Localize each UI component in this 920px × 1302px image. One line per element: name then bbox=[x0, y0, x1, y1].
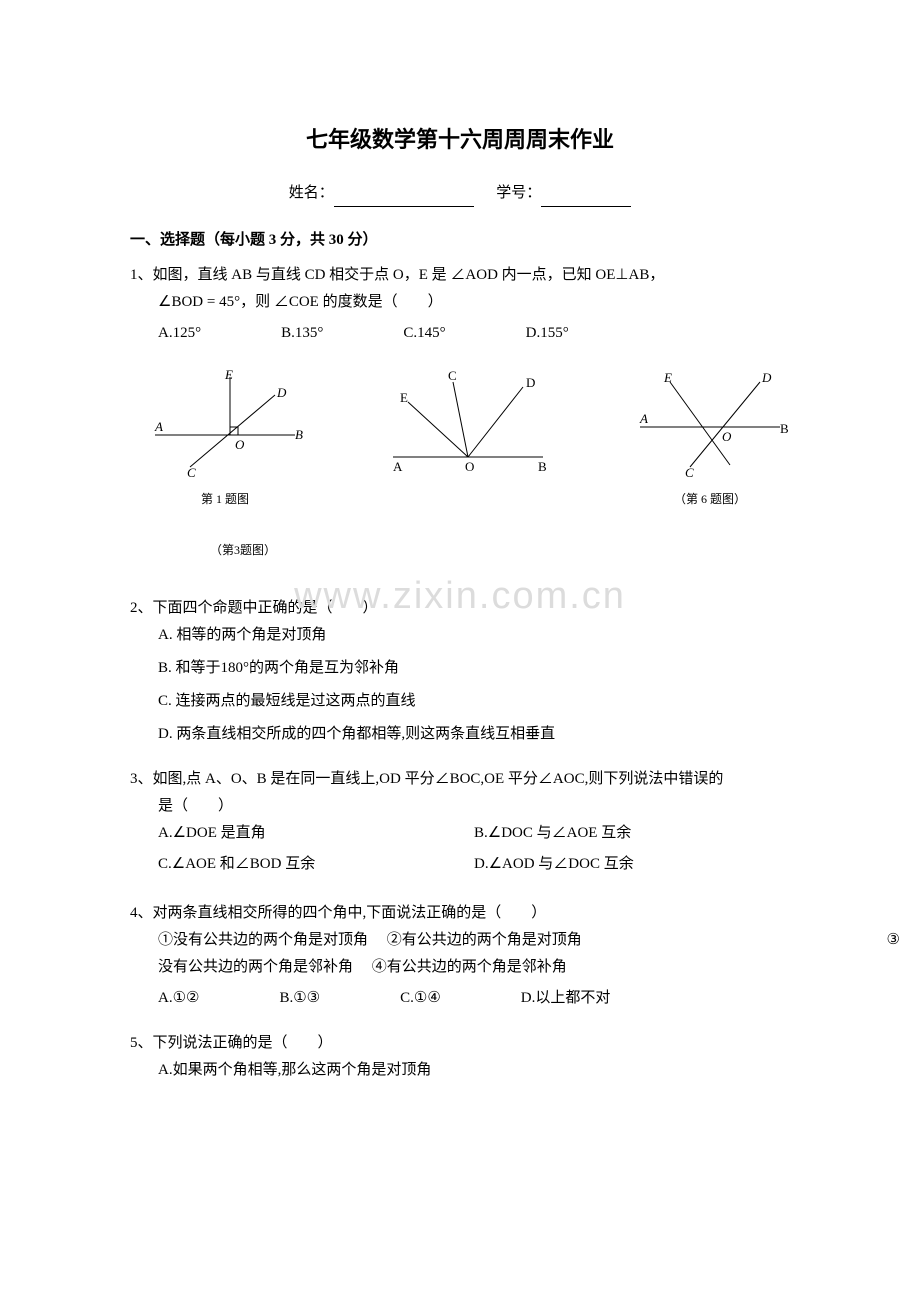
q3-choice-d: D.∠AOD 与∠DOC 互余 bbox=[474, 851, 790, 878]
q1-choice-a: A.125° bbox=[158, 320, 201, 347]
id-blank[interactable] bbox=[541, 206, 631, 207]
q3-choice-a: A.∠DOE 是直角 bbox=[158, 820, 474, 847]
svg-text:B: B bbox=[295, 427, 303, 442]
q3-line1: 3、如图,点 A、O、B 是在同一直线上,OD 平分∠BOC,OE 平分∠AOC… bbox=[130, 766, 790, 793]
q5-choice-a: A.如果两个角相等,那么这两个角是对顶角 bbox=[130, 1057, 790, 1084]
q3-choices: A.∠DOE 是直角 B.∠DOC 与∠AOE 互余 C.∠AOE 和∠BOD … bbox=[130, 820, 790, 882]
q5-line1: 5、下列说法正确的是（ ） bbox=[130, 1030, 790, 1057]
q1-choice-c: C.145° bbox=[403, 320, 445, 347]
svg-text:O: O bbox=[465, 459, 474, 474]
svg-text:C: C bbox=[187, 465, 196, 477]
q4-statements-2: 没有公共边的两个角是邻补角 ④有公共边的两个角是邻补角 bbox=[130, 954, 790, 981]
q4-choice-c: C.①④ bbox=[400, 985, 441, 1012]
figure-1-caption: 第 1 题图 bbox=[145, 489, 305, 511]
svg-text:O: O bbox=[235, 437, 245, 452]
svg-text:E: E bbox=[224, 367, 233, 382]
svg-text:A: A bbox=[639, 411, 648, 426]
q1-choices: A.125° B.135° C.145° D.155° bbox=[130, 320, 790, 347]
q1-choice-d: D.155° bbox=[526, 320, 569, 347]
question-3: 3、如图,点 A、O、B 是在同一直线上,OD 平分∠BOC,OE 平分∠AOC… bbox=[130, 766, 790, 882]
q4-s4: ④有公共边的两个角是邻补角 bbox=[372, 959, 567, 975]
q4-choice-d: D.以上都不对 bbox=[521, 985, 611, 1012]
figure-3-caption: （第3题图） bbox=[130, 540, 790, 562]
figure-1: A B C D E O 第 1 题图 bbox=[145, 367, 305, 511]
q4-choice-b: B.①③ bbox=[279, 985, 320, 1012]
page-title: 七年级数学第十六周周周末作业 bbox=[130, 120, 790, 160]
svg-text:E: E bbox=[663, 370, 672, 385]
q2-options: A. 相等的两个角是对顶角 B. 和等于180°的两个角是互为邻补角 C. 连接… bbox=[130, 622, 790, 748]
q3-choice-b: B.∠DOC 与∠AOE 互余 bbox=[474, 820, 790, 847]
figure-6-caption: （第 6 题图） bbox=[630, 489, 790, 511]
figure-3-svg: A B C D E O bbox=[378, 367, 558, 477]
q2-choice-d: D. 两条直线相交所成的四个角都相等,则这两条直线互相垂直 bbox=[130, 721, 790, 748]
svg-text:E: E bbox=[400, 390, 408, 405]
name-id-line: 姓名： 学号： bbox=[130, 180, 790, 207]
question-1: 1、如图，直线 AB 与直线 CD 相交于点 O，E 是 ∠AOD 内一点，已知… bbox=[130, 262, 790, 347]
svg-text:C: C bbox=[448, 368, 457, 383]
section-1-header: 一、选择题（每小题 3 分，共 30 分） bbox=[130, 227, 790, 254]
id-label: 学号： bbox=[496, 185, 541, 201]
q2-choice-a: A. 相等的两个角是对顶角 bbox=[130, 622, 790, 649]
q1-line2: ∠BOD = 45°，则 ∠COE 的度数是（ ） bbox=[130, 289, 790, 316]
question-2: 2、下面四个命题中正确的是（ ） A. 相等的两个角是对顶角 B. 和等于180… bbox=[130, 595, 790, 748]
q4-s1: ①没有公共边的两个角是对顶角 bbox=[158, 932, 368, 948]
question-5: 5、下列说法正确的是（ ） A.如果两个角相等,那么这两个角是对顶角 bbox=[130, 1030, 790, 1084]
svg-text:A: A bbox=[154, 419, 163, 434]
q2-choice-c: C. 连接两点的最短线是过这两点的直线 bbox=[130, 688, 790, 715]
svg-text:B: B bbox=[538, 459, 547, 474]
q4-line1: 4、对两条直线相交所得的四个角中,下面说法正确的是（ ） bbox=[130, 900, 790, 927]
q4-choices: A.①② B.①③ C.①④ D.以上都不对 bbox=[130, 985, 790, 1012]
q2-line1: 2、下面四个命题中正确的是（ ） bbox=[130, 595, 790, 622]
svg-text:D: D bbox=[761, 370, 772, 385]
q2-choice-b: B. 和等于180°的两个角是互为邻补角 bbox=[130, 655, 790, 682]
name-label: 姓名： bbox=[289, 185, 334, 201]
svg-text:A: A bbox=[393, 459, 403, 474]
svg-text:D: D bbox=[276, 385, 287, 400]
figure-3: A B C D E O bbox=[378, 367, 558, 511]
q3-line2: 是（ ） bbox=[130, 793, 790, 820]
q4-s3b: 没有公共边的两个角是邻补角 bbox=[158, 959, 353, 975]
svg-text:O: O bbox=[722, 429, 732, 444]
figure-6-svg: A B C D E O bbox=[630, 367, 790, 477]
name-blank[interactable] bbox=[334, 206, 474, 207]
svg-text:D: D bbox=[526, 375, 535, 390]
q4-statements-1: ①没有公共边的两个角是对顶角 ②有公共边的两个角是对顶角 ③ bbox=[130, 927, 790, 954]
q3-choice-c: C.∠AOE 和∠BOD 互余 bbox=[158, 851, 474, 878]
figures-row: A B C D E O 第 1 题图 A B C D E O A bbox=[145, 367, 790, 511]
q4-choice-a: A.①② bbox=[158, 985, 199, 1012]
svg-text:B: B bbox=[780, 421, 789, 436]
q4-s3-num: ③ bbox=[887, 927, 900, 954]
figure-1-svg: A B C D E O bbox=[145, 367, 305, 477]
q1-line1: 1、如图，直线 AB 与直线 CD 相交于点 O，E 是 ∠AOD 内一点，已知… bbox=[130, 262, 790, 289]
question-4: 4、对两条直线相交所得的四个角中,下面说法正确的是（ ） ①没有公共边的两个角是… bbox=[130, 900, 790, 1012]
q4-s2: ②有公共边的两个角是对顶角 bbox=[387, 932, 582, 948]
figure-6: A B C D E O （第 6 题图） bbox=[630, 367, 790, 511]
svg-text:C: C bbox=[685, 465, 694, 477]
q1-choice-b: B.135° bbox=[281, 320, 323, 347]
